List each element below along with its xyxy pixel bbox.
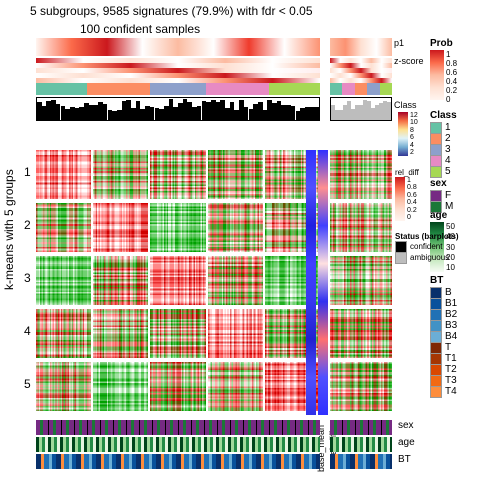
class-row <box>36 83 320 95</box>
main-heatmap <box>36 150 320 415</box>
sex-track-label: sex <box>398 420 414 431</box>
class-row-small <box>330 83 392 95</box>
base-mean-strip <box>306 150 316 415</box>
bt-track-label: BT <box>398 454 411 465</box>
subtitle: 100 confident samples <box>80 22 200 36</box>
silhouette-row <box>36 97 320 121</box>
bottom-tracks-main <box>36 420 320 471</box>
p1-row <box>36 38 320 56</box>
y-axis-label: k-means with 5 groups <box>2 169 16 290</box>
rel-diff-strip <box>318 150 328 415</box>
bottom-tracks-small <box>330 420 392 471</box>
silhouette-row-small <box>330 97 392 121</box>
p1-label: p1 <box>394 38 404 48</box>
zscore-rows <box>36 58 320 83</box>
top-annotation-main <box>36 38 320 123</box>
small-heatmap <box>330 150 392 415</box>
age-track-label: age <box>398 437 415 448</box>
top-annotation-small <box>330 38 392 123</box>
class-label: Class <box>394 100 417 110</box>
main-title: 5 subgroups, 9585 signatures (79.9%) wit… <box>30 4 313 18</box>
zscore-label: z-score <box>394 56 424 66</box>
p1-row-small <box>330 38 392 56</box>
zscore-rows-small <box>330 58 392 83</box>
